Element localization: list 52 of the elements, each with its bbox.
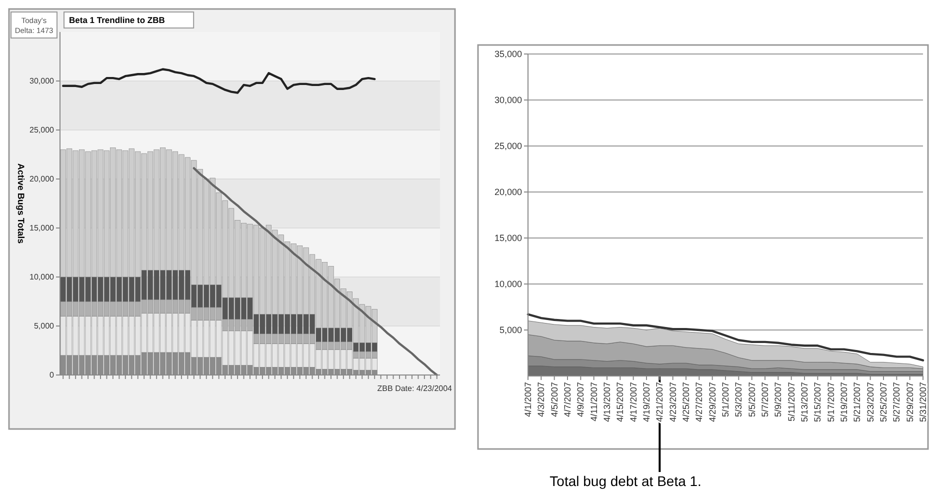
y-tick-label: 10,000 bbox=[494, 278, 522, 289]
annotation: Total bug debt at Beta 1. bbox=[550, 473, 702, 489]
x-tick-label: 4/3/2007 bbox=[536, 382, 546, 418]
x-tick-label: 5/23/2007 bbox=[865, 382, 876, 422]
line-series bbox=[526, 313, 924, 362]
y-tick-label: 5,000 bbox=[499, 324, 522, 335]
x-tick-label: 4/9/2007 bbox=[576, 382, 586, 418]
x-tick-label: 4/13/2007 bbox=[602, 382, 612, 422]
y-tick-label: 0 bbox=[50, 370, 55, 380]
x-tick-label: 4/11/2007 bbox=[588, 382, 599, 422]
x-tick-label: 5/5/2007 bbox=[746, 382, 757, 418]
chart-title: Beta 1 Trendline to ZBB bbox=[69, 15, 165, 25]
y-tick-label: 5,000 bbox=[34, 322, 55, 331]
x-tick-label: 5/21/2007 bbox=[852, 382, 862, 422]
y-tick-label: 35,000 bbox=[494, 48, 522, 59]
text: ZBB Date: 4/23/2004 bbox=[377, 384, 453, 393]
x-tick-label: 4/17/2007 bbox=[628, 382, 638, 422]
y-tick-label: 20,000 bbox=[30, 174, 55, 184]
y-tick-label: 10,000 bbox=[30, 272, 55, 282]
x-tick-label: 4/15/2007 bbox=[615, 382, 626, 422]
x-tick-label: 5/27/2007 bbox=[892, 382, 902, 422]
x-tick-label: 5/17/2007 bbox=[826, 382, 836, 422]
x-tick-label: 5/29/2007 bbox=[904, 382, 915, 422]
y-tick-label: 20,000 bbox=[494, 186, 522, 197]
y-tick-label: 25,000 bbox=[494, 140, 522, 151]
line-series bbox=[192, 167, 438, 376]
x-tick-label: 5/7/2007 bbox=[760, 382, 770, 418]
x-tick-label: 5/15/2007 bbox=[812, 382, 823, 422]
x-tick-label: 4/1/2007 bbox=[523, 382, 533, 418]
y-tick-label: 25,000 bbox=[30, 126, 55, 135]
x-tick-label: 4/29/2007 bbox=[707, 382, 718, 422]
x-tick-label: 5/25/2007 bbox=[878, 382, 888, 422]
x-tick-label: 4/25/2007 bbox=[681, 382, 691, 422]
x-tick-label: 5/31/2007 bbox=[918, 382, 928, 422]
x-tick-label: 4/19/2007 bbox=[642, 382, 652, 422]
x-tick-label: 5/3/2007 bbox=[734, 382, 744, 418]
y-tick-label: 15,000 bbox=[30, 224, 55, 233]
x-tick-label: 5/19/2007 bbox=[839, 382, 849, 422]
x-tick-label: 4/27/2007 bbox=[694, 382, 704, 422]
y-tick-label: 30,000 bbox=[494, 94, 522, 105]
x-tick-label: 4/23/2007 bbox=[668, 382, 678, 422]
x-tick-label: 4/7/2007 bbox=[562, 382, 572, 418]
x-tick-label: 5/11/2007 bbox=[786, 382, 796, 422]
x-tick-label: 5/9/2007 bbox=[773, 382, 784, 418]
y-tick-label: 15,000 bbox=[494, 232, 522, 243]
y-axis-title: Active Bugs Totals bbox=[16, 163, 26, 244]
x-tick-label: 5/13/2007 bbox=[800, 382, 810, 422]
x-tick-label: 4/21/2007 bbox=[654, 382, 665, 422]
y-tick-label: 30,000 bbox=[30, 76, 55, 86]
x-tick-label: 4/5/2007 bbox=[549, 382, 560, 418]
x-tick-label: 5/1/2007 bbox=[720, 382, 730, 418]
line-series bbox=[62, 68, 376, 94]
